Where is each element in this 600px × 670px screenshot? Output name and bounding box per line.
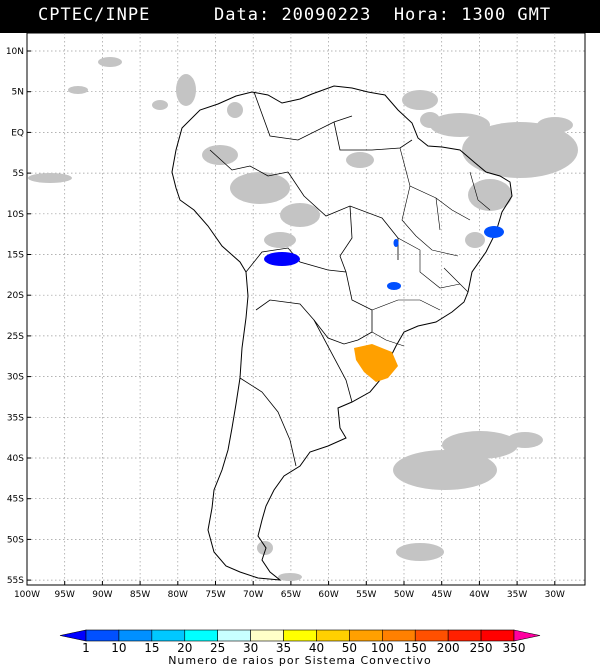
lightning-overlays	[264, 226, 504, 382]
lon-tick-label: 30W	[545, 590, 565, 600]
colorbar-segment	[59, 629, 87, 642]
lon-tick-label: 50W	[394, 590, 414, 600]
map-frame	[26, 32, 586, 586]
colorbar-label: 200	[437, 641, 460, 655]
lon-tick-label: 85W	[130, 590, 150, 600]
colorbar-label: 1	[82, 641, 90, 655]
colorbar-segment	[85, 629, 120, 642]
lat-tick-label: 35S	[7, 413, 24, 423]
lon-tick-label: 100W	[14, 590, 40, 600]
colorbar-label: 25	[210, 641, 225, 655]
colorbar-label: 50	[342, 641, 357, 655]
lon-tick-label: 55W	[356, 590, 376, 600]
lat-tick-label: 5N	[12, 88, 24, 98]
convective-system-goias	[393, 239, 399, 247]
colorbar-label: 30	[243, 641, 258, 655]
colorbar-label: 350	[503, 641, 526, 655]
colorbar-segment	[447, 629, 482, 642]
convective-system-parana	[387, 282, 401, 290]
graticule	[27, 33, 585, 585]
header-org: CPTEC/INPE	[38, 5, 151, 25]
colorbar-segment	[283, 629, 317, 642]
legend-title: Numero de raios por Sistema Convectivo	[168, 654, 432, 667]
colorbar-segment	[480, 629, 515, 642]
lat-tick-label: 15S	[7, 251, 24, 261]
hour-value: 1300 GMT	[461, 5, 552, 25]
colorbar-label: 40	[309, 641, 324, 655]
colorbar	[59, 629, 541, 642]
lon-tick-label: 65W	[281, 590, 301, 600]
lat-tick-label: 55S	[7, 576, 24, 586]
lat-tick-label: 30S	[7, 373, 24, 383]
date-value: 20090223	[281, 5, 372, 25]
colorbar-segment	[382, 629, 416, 642]
colorbar-labels: 1 10 15 20 25 30 35 40 50 100 150 200 250 350	[82, 641, 525, 655]
colorbar-label: 20	[177, 641, 192, 655]
convective-system-bahia	[484, 226, 504, 238]
map-header: CPTEC/INPE Data: 20090223 Hora: 1300 GMT	[0, 0, 600, 33]
header-timestamp: Data: 20090223 Hora: 1300 GMT	[214, 5, 551, 25]
state-borders	[371, 147, 491, 347]
lon-tick-label: 75W	[205, 590, 225, 600]
longitude-ticks: 100W 95W 90W 85W 80W 75W 70W 65W 60W 55W 50W 45W 40W…	[14, 581, 565, 600]
cloud-cover	[28, 57, 578, 581]
lat-tick-label: 50S	[7, 535, 24, 545]
hour-label: Hora:	[393, 5, 450, 25]
colorbar-label: 15	[144, 641, 159, 655]
convective-system-bolivia	[264, 252, 300, 266]
colorbar-label: 150	[404, 641, 427, 655]
colorbar-label: 35	[276, 641, 291, 655]
lon-tick-label: 95W	[55, 590, 75, 600]
colorbar-segment	[316, 629, 350, 642]
colorbar-segment	[184, 629, 218, 642]
colorbar-segment	[217, 629, 251, 642]
lon-tick-label: 40W	[469, 590, 489, 600]
date-label: Data:	[214, 5, 271, 25]
lat-tick-label: 10N	[6, 47, 24, 57]
lon-tick-label: 60W	[318, 590, 338, 600]
lat-tick-label: 25S	[7, 332, 24, 342]
colorbar-segment	[414, 629, 449, 642]
convective-system-rio-grande-do-sul	[354, 344, 398, 382]
lon-tick-label: 35W	[507, 590, 527, 600]
colorbar-segment	[349, 629, 383, 642]
lat-tick-label: 20S	[7, 291, 24, 301]
colorbar-segment	[250, 629, 284, 642]
lat-tick-label: 10S	[7, 210, 24, 220]
lon-tick-label: 80W	[168, 590, 188, 600]
colorbar-label: 10	[111, 641, 126, 655]
lat-tick-label: 40S	[7, 454, 24, 464]
lat-tick-label: 5S	[13, 169, 25, 179]
lon-tick-label: 70W	[243, 590, 263, 600]
colorbar-label: 250	[470, 641, 493, 655]
lat-tick-label: 45S	[7, 495, 24, 505]
colorbar-segment	[151, 629, 186, 642]
lon-tick-label: 45W	[432, 590, 452, 600]
colorbar-label: 100	[371, 641, 394, 655]
latitude-ticks: 10N 5N EQ 5S 10S 15S 20S 25S 30S 35S 40S 45S 50S 55S	[6, 47, 31, 586]
colorbar-segment	[118, 629, 153, 642]
colorbar-segment	[513, 629, 541, 642]
lon-tick-label: 90W	[92, 590, 112, 600]
lat-tick-label: EQ	[11, 128, 24, 138]
